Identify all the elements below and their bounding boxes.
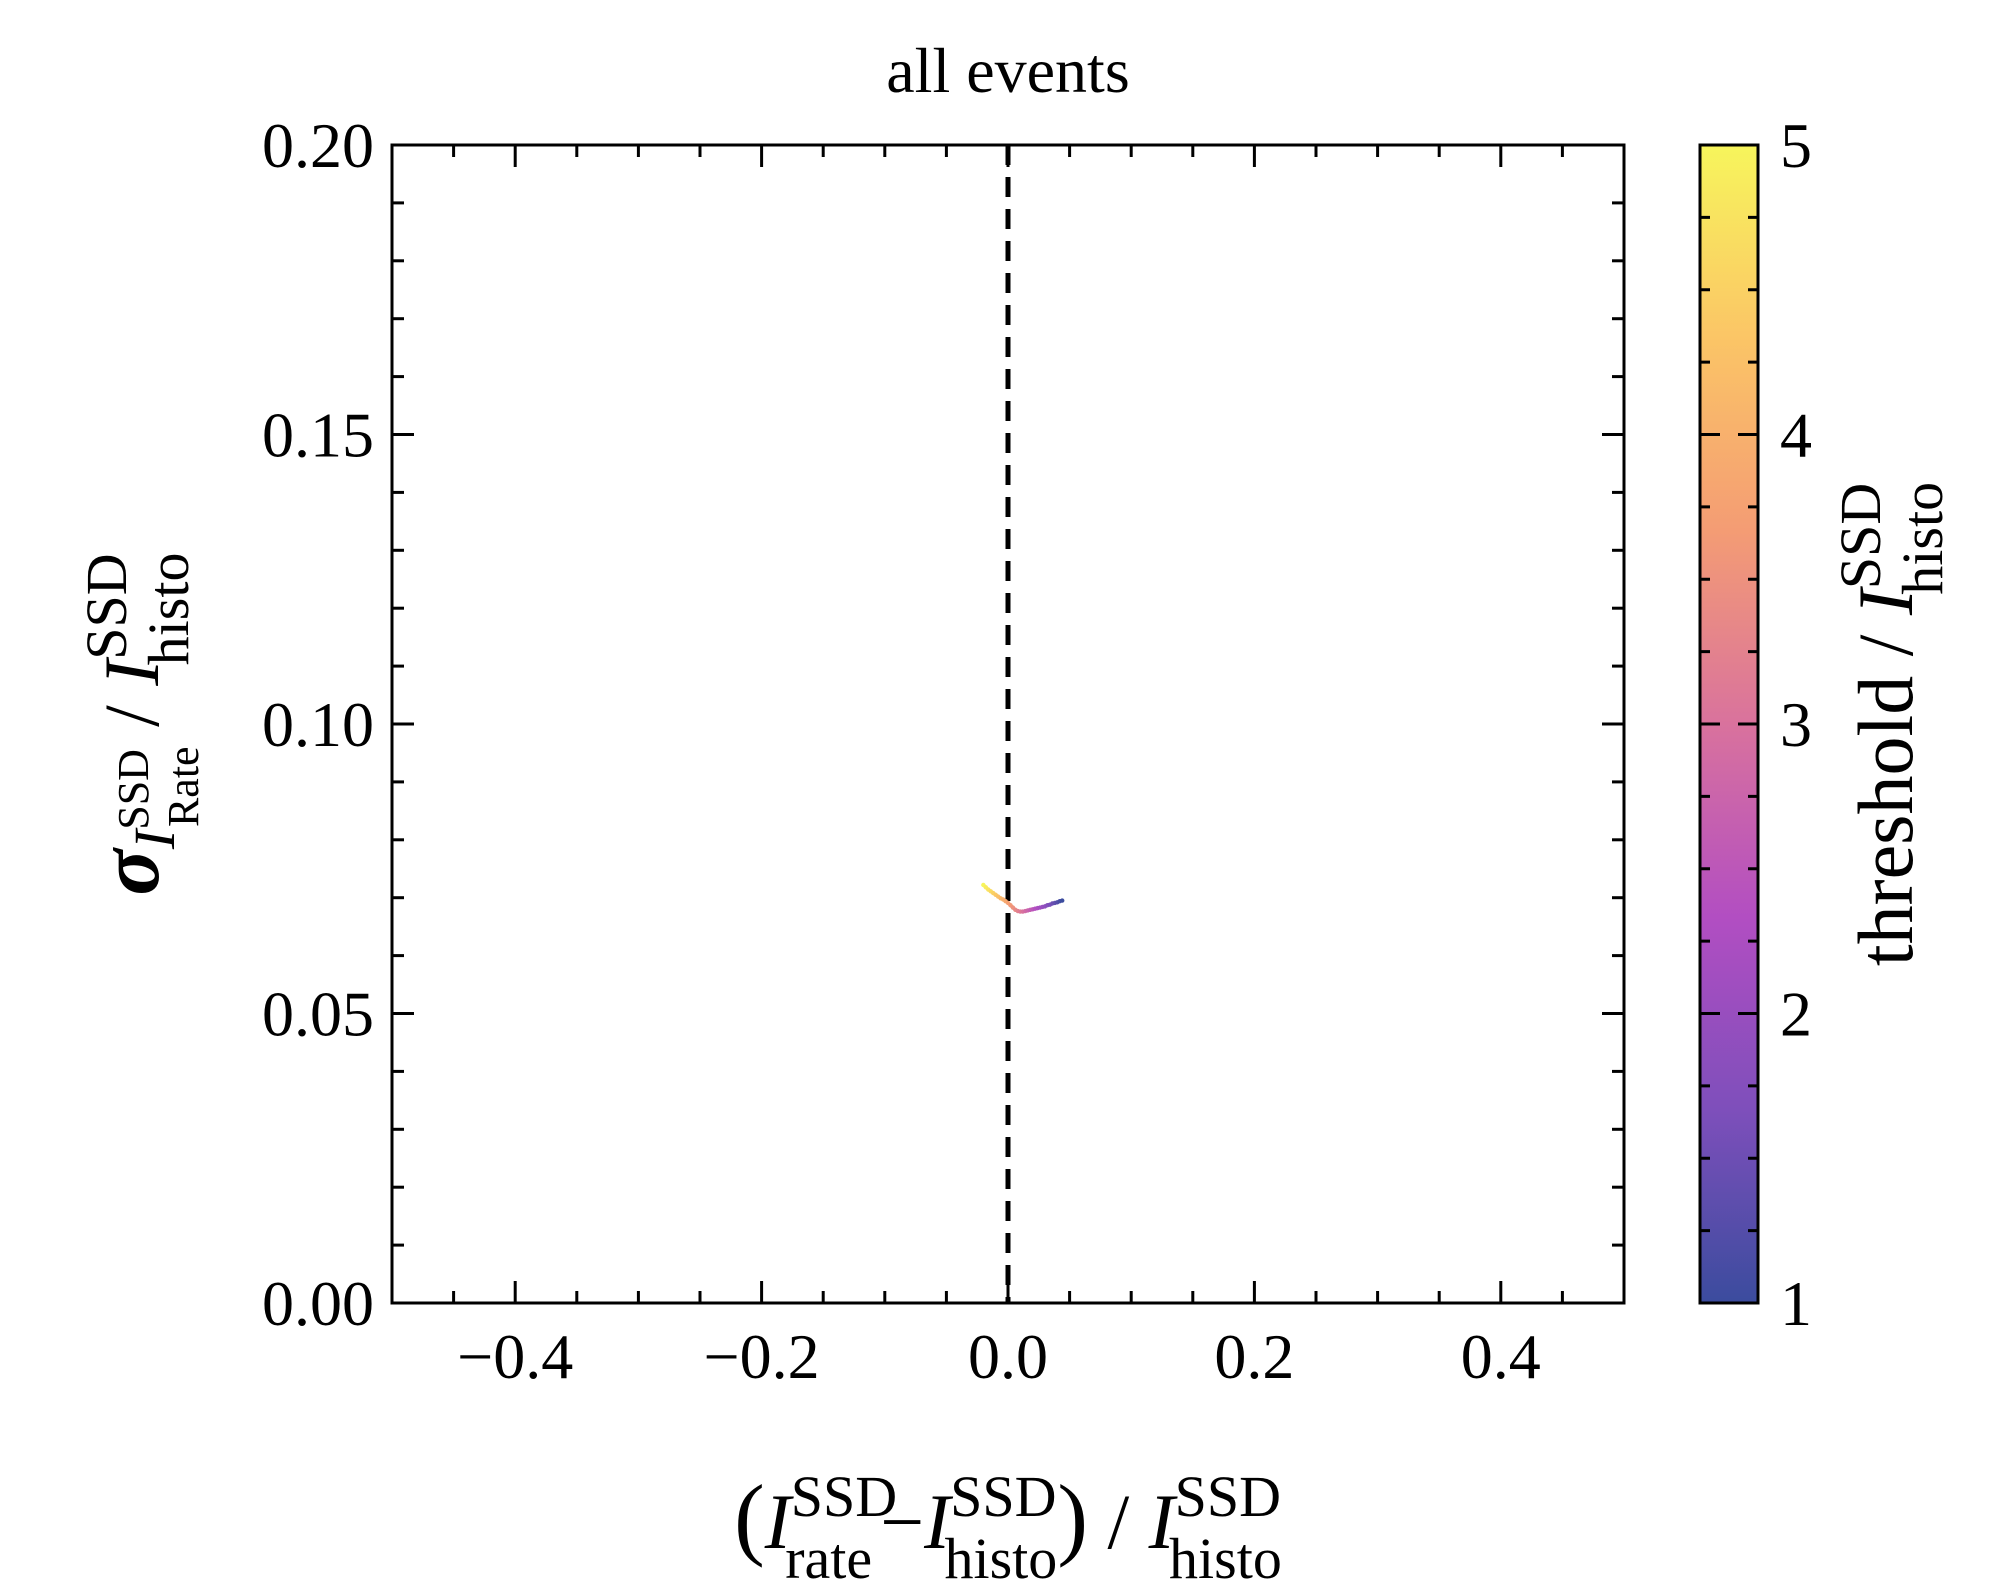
colorbar-label-symbol: I bbox=[1842, 585, 1929, 616]
colorbar-tick-label: 4 bbox=[1780, 400, 1812, 471]
y-tick-label: 0.15 bbox=[262, 400, 374, 471]
x-label-slash: / bbox=[1088, 1478, 1149, 1565]
y-label-slash: / bbox=[88, 686, 175, 747]
x-label-a-symbol: I bbox=[764, 1478, 795, 1565]
y-label-sigma: σ bbox=[81, 846, 177, 895]
x-tick-label: −0.2 bbox=[704, 1321, 820, 1392]
y-label-i-sup: SSD bbox=[109, 749, 158, 830]
colorbar-label-prefix: threshold / bbox=[1842, 615, 1929, 966]
x-label-close-paren: ) bbox=[1057, 1466, 1088, 1568]
x-axis-ticks: −0.4 −0.2 0.0 0.2 0.4 bbox=[452, 145, 1564, 1392]
colorbar-tick-label: 5 bbox=[1780, 110, 1812, 181]
x-label-b-sub: histo bbox=[945, 1526, 1058, 1589]
x-label-c-sub: histo bbox=[1169, 1526, 1282, 1589]
x-label-a-sub: rate bbox=[785, 1526, 872, 1589]
y-label-i-symbol: I bbox=[122, 827, 187, 850]
x-label-open-paren: ( bbox=[734, 1466, 765, 1568]
x-label-c-symbol: I bbox=[1148, 1478, 1179, 1565]
x-label-a-sup: SSD bbox=[791, 1464, 897, 1529]
data-point bbox=[1060, 898, 1065, 903]
x-label-minus: − bbox=[880, 1478, 924, 1565]
colorbar-label: threshold / ISSDhisto bbox=[1828, 482, 1955, 966]
colorbar-label-sup: SSD bbox=[1828, 483, 1893, 589]
y-label-d-sub: histo bbox=[136, 553, 201, 666]
colorbar-tick-label: 1 bbox=[1780, 1268, 1812, 1339]
series-line bbox=[981, 882, 1065, 914]
colorbar-ticks: 1 2 3 4 5 bbox=[1700, 110, 1812, 1339]
colorbar-tick-label: 2 bbox=[1780, 979, 1812, 1050]
x-tick-label: 0.4 bbox=[1461, 1321, 1541, 1392]
y-label-d-symbol: I bbox=[88, 656, 175, 687]
y-label-d-sup: SSD bbox=[74, 553, 139, 659]
x-tick-label: −0.4 bbox=[457, 1321, 573, 1392]
x-label-b-sup: SSD bbox=[950, 1464, 1056, 1529]
y-tick-label: 0.00 bbox=[262, 1268, 374, 1339]
x-tick-label: 0.0 bbox=[968, 1321, 1048, 1392]
x-tick-label: 0.2 bbox=[1214, 1321, 1294, 1392]
chart-title: all events bbox=[886, 35, 1129, 106]
y-tick-label: 0.05 bbox=[262, 979, 374, 1050]
y-axis-label: σISSDRate / ISSDhisto bbox=[74, 553, 208, 896]
y-tick-label: 0.20 bbox=[262, 110, 374, 181]
x-label-b-symbol: I bbox=[923, 1478, 954, 1565]
colorbar-tick-label: 3 bbox=[1780, 689, 1812, 760]
x-label-c-sup: SSD bbox=[1175, 1464, 1281, 1529]
x-axis-label: (ISSD rate −ISSD histo) / ISSD histo bbox=[734, 1464, 1282, 1589]
y-tick-label: 0.10 bbox=[262, 689, 374, 760]
colorbar-label-sub: histo bbox=[1890, 482, 1955, 595]
y-label-i-sub: Rate bbox=[159, 746, 208, 827]
y-axis-ticks: 0.00 0.05 0.10 0.15 0.20 bbox=[262, 110, 1624, 1339]
